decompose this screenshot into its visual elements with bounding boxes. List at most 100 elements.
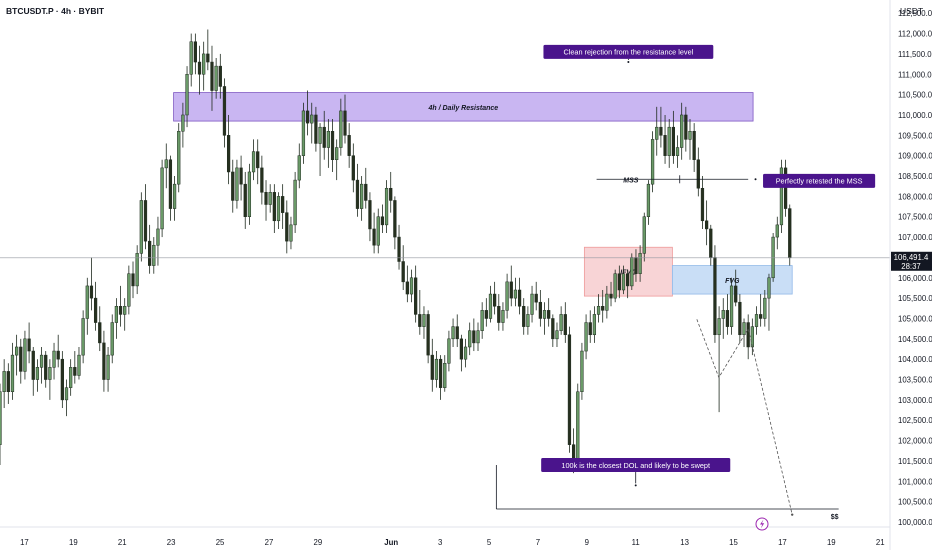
candle	[64, 379, 69, 417]
candle	[680, 102, 684, 160]
candle	[326, 119, 330, 168]
candle	[193, 33, 197, 75]
candle	[56, 334, 60, 368]
candle	[185, 66, 189, 128]
resistance-label: 4h / Daily Resistance	[428, 105, 499, 112]
candle	[143, 184, 148, 250]
candle	[15, 334, 19, 376]
candle	[226, 114, 231, 185]
candle	[517, 277, 522, 315]
candle	[389, 171, 393, 213]
x-tick-label: 27	[265, 538, 274, 547]
candle	[268, 184, 272, 213]
candle	[218, 53, 222, 99]
candle	[314, 106, 318, 152]
candle	[168, 155, 173, 221]
candle	[123, 298, 127, 331]
candle	[260, 155, 264, 205]
candle	[592, 306, 597, 343]
candle	[393, 196, 397, 250]
candle	[102, 330, 106, 392]
candle	[177, 123, 181, 193]
ifvg-label: IFVG	[620, 270, 637, 277]
candle	[738, 294, 742, 343]
y-tick-label: 111,500.0	[898, 50, 932, 59]
candle	[488, 285, 493, 323]
candle	[580, 342, 584, 400]
candle	[293, 171, 297, 234]
x-tick-label: 11	[632, 538, 640, 547]
candle	[667, 119, 671, 168]
candle	[281, 184, 285, 229]
candle	[106, 346, 110, 392]
candle	[27, 322, 31, 364]
ifvg-zone[interactable]	[583, 246, 673, 297]
candle	[704, 200, 709, 246]
candle	[551, 314, 555, 347]
candle	[81, 310, 85, 364]
candle	[754, 306, 759, 335]
candle	[31, 346, 35, 396]
dol-label[interactable]: 100k is the closest DOL and likely to be…	[541, 458, 731, 473]
y-tick-label: 111,000.0	[898, 70, 932, 79]
candle	[251, 139, 256, 181]
candle	[634, 249, 638, 282]
candle	[783, 159, 788, 217]
candle	[555, 322, 559, 347]
candle	[630, 253, 634, 290]
candle	[700, 176, 705, 229]
candle	[414, 265, 418, 323]
candle	[434, 351, 439, 388]
candle	[222, 78, 227, 148]
candle	[567, 326, 572, 453]
y-tick-label: 112,000.0	[898, 30, 932, 39]
candle	[484, 298, 488, 327]
candle	[530, 285, 534, 323]
flash-icon[interactable]	[755, 517, 769, 531]
retest-label[interactable]: Perfectly retested the MSS	[763, 173, 876, 188]
candle	[650, 131, 655, 193]
candle	[455, 314, 459, 347]
candle	[505, 273, 509, 319]
y-tick-label: 107,000.0	[898, 233, 932, 242]
candle	[23, 330, 27, 380]
y-tick-label: 108,000.0	[898, 192, 932, 201]
candle	[35, 359, 40, 392]
candle	[601, 289, 605, 323]
candle	[613, 269, 617, 303]
y-tick-label: 103,000.0	[898, 396, 932, 405]
candle	[513, 277, 518, 307]
rejection-point	[627, 61, 630, 64]
y-tick-label: 100,500.0	[898, 498, 932, 507]
candle	[77, 346, 81, 380]
x-tick-label: 29	[314, 538, 323, 547]
candle	[638, 245, 642, 282]
candle	[775, 216, 779, 250]
candle	[418, 289, 422, 335]
x-tick-label: 19	[827, 538, 836, 547]
candle	[93, 281, 98, 331]
candle	[713, 245, 717, 343]
x-tick-label: 17	[20, 538, 29, 547]
candle	[264, 180, 268, 221]
candle	[19, 338, 23, 384]
candle	[73, 351, 77, 384]
x-tick-label: 23	[167, 538, 176, 547]
y-tick-label: 103,500.0	[898, 376, 932, 385]
candle	[339, 98, 343, 156]
dol-point	[634, 484, 637, 487]
candle	[742, 318, 746, 347]
rejection-label[interactable]: Clean rejection from the resistance leve…	[543, 44, 714, 59]
x-tick-label: 7	[536, 538, 540, 547]
candle	[663, 114, 667, 164]
x-tick-label: Jun	[384, 538, 398, 547]
mss-endpoint	[754, 178, 757, 181]
candle	[118, 285, 123, 327]
candle	[480, 302, 484, 339]
candle	[206, 29, 210, 71]
candle	[247, 163, 252, 225]
y-tick-label: 104,500.0	[898, 335, 932, 344]
candle	[397, 224, 401, 270]
